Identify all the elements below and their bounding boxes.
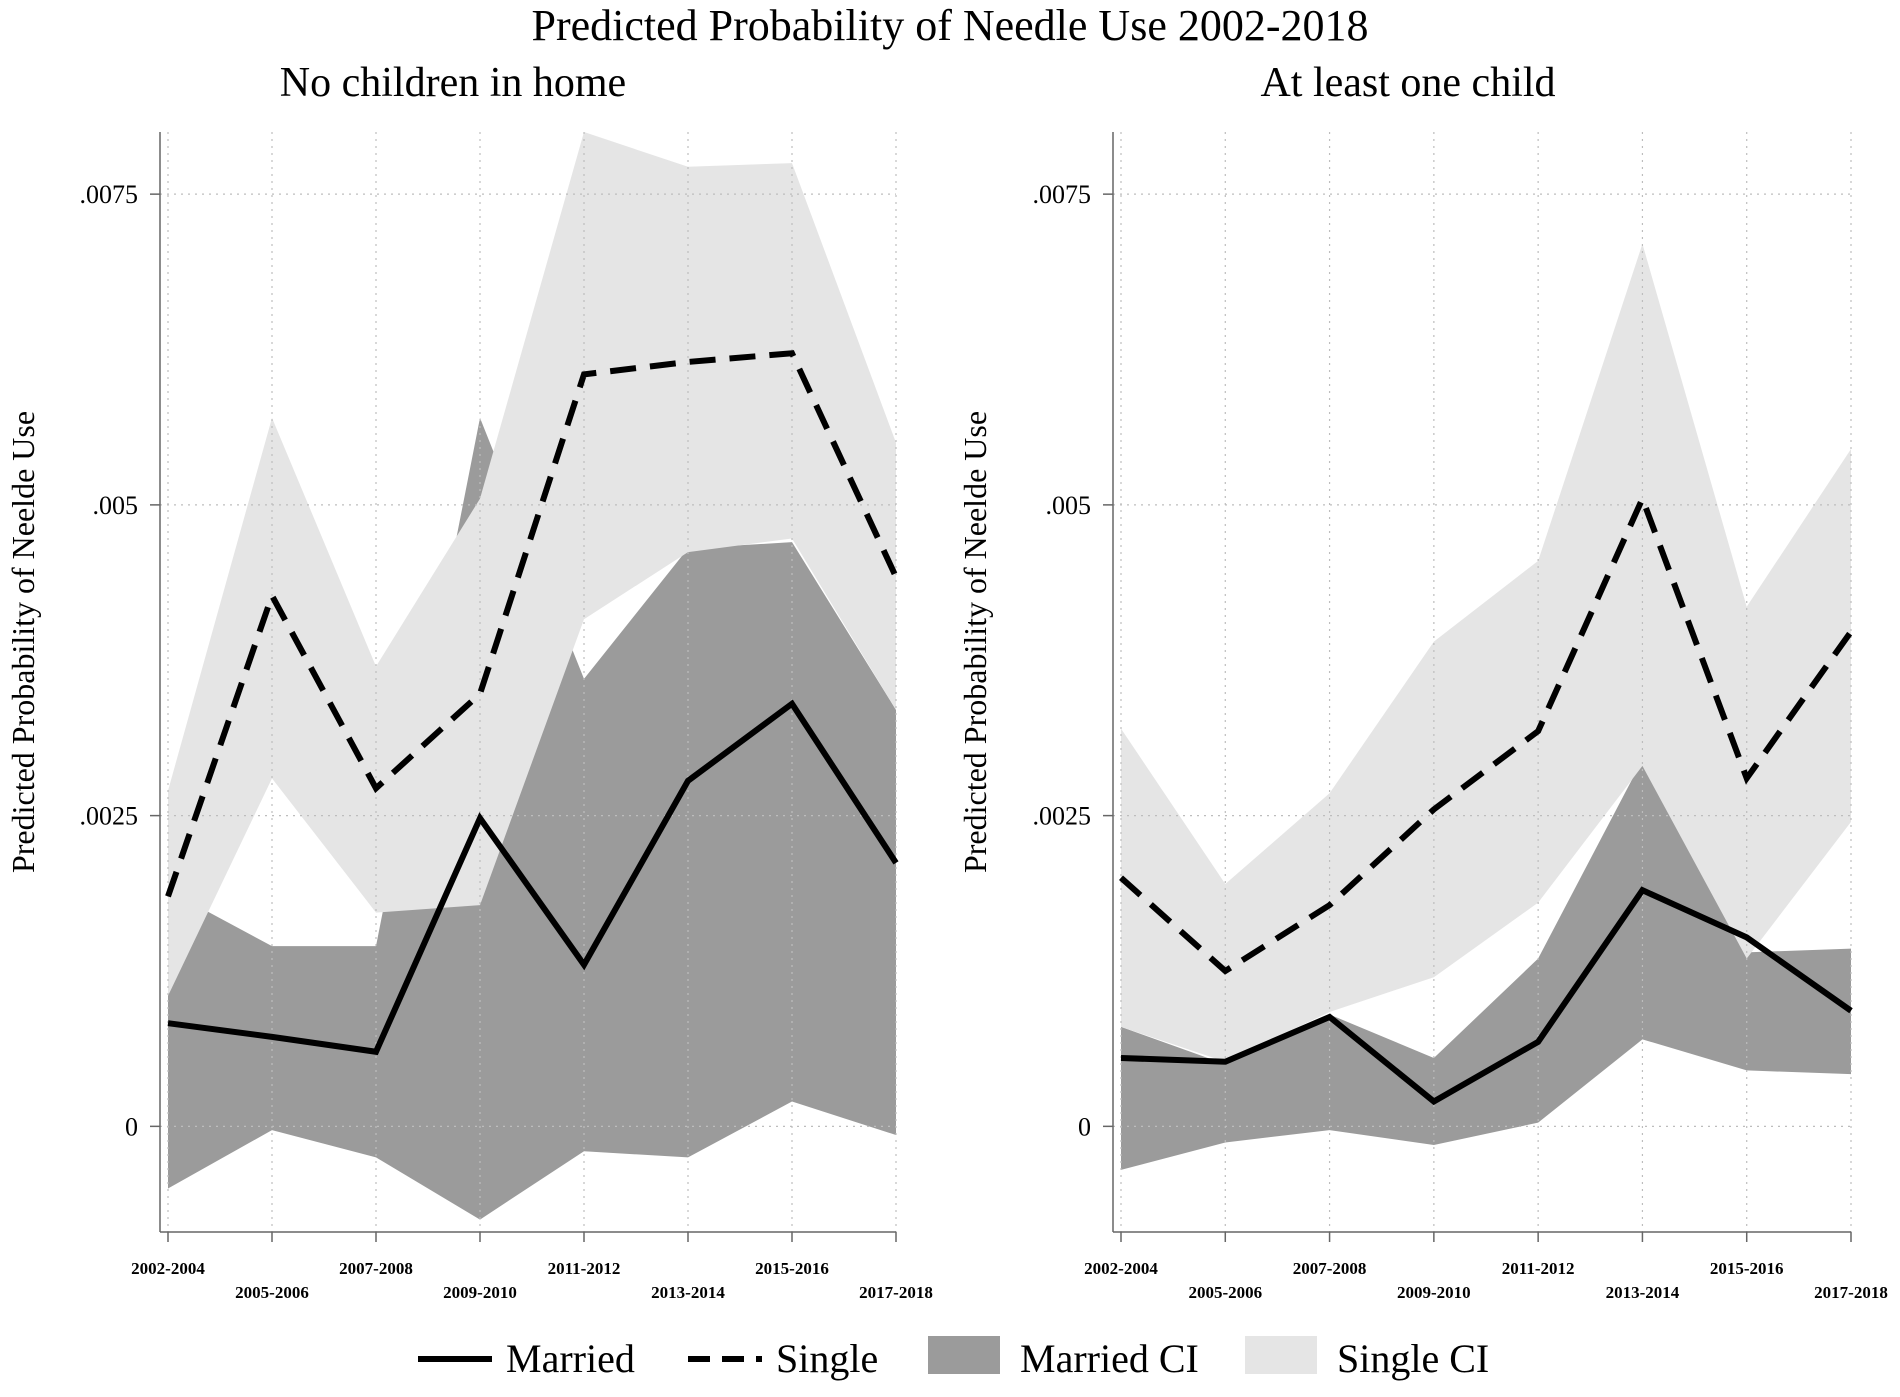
y-tick-label: .0025: [1033, 802, 1092, 831]
y-tick-label: 0: [125, 1112, 138, 1141]
panel-title: No children in home: [280, 60, 626, 106]
x-tick-label: 2017-2018: [1814, 1283, 1888, 1302]
single-ci-band: [168, 132, 896, 996]
single-ci-band: [1121, 243, 1851, 1062]
panel-no-children: No children in home 0 .0025 .005 .0075 2002-2…: [5, 60, 933, 1302]
x-tick-label: 2013-2014: [1606, 1283, 1680, 1302]
married-series-line: [1120, 886, 1853, 1106]
y-tick-label: 0: [1078, 1112, 1091, 1141]
y-tick-label: .005: [1046, 491, 1092, 520]
legend-label: Single CI: [1337, 1336, 1489, 1381]
legend-label: Single: [776, 1336, 878, 1381]
x-tick-label: 2015-2016: [755, 1259, 829, 1278]
single-series-line: [1119, 490, 1854, 975]
chart-title: Predicted Probability of Needle Use 2002…: [531, 1, 1368, 50]
legend-single-ci-swatch: [1245, 1336, 1317, 1374]
x-tick-label: 2011-2012: [548, 1259, 621, 1278]
x-tick-label: 2009-2010: [1397, 1283, 1471, 1302]
married-ci-band: [1121, 759, 1851, 1170]
y-axis-title: Predicted Probability of Neelde Use: [5, 411, 41, 873]
x-tick-label: 2007-2008: [339, 1259, 413, 1278]
legend-label: Married: [506, 1336, 635, 1381]
panel-title: At least one child: [1260, 60, 1555, 106]
x-tick-label: 2005-2006: [235, 1283, 309, 1302]
x-tick-label: 2009-2010: [443, 1283, 517, 1302]
legend: Married Single Married CI Single CI: [418, 1336, 1489, 1381]
panel-at-least-one-child: At least one child 0 .0025 .005 .0075 2002-20…: [957, 60, 1888, 1302]
x-tick-label: 2011-2012: [1502, 1259, 1575, 1278]
legend-married-ci-swatch: [928, 1336, 1000, 1374]
legend-label: Married CI: [1020, 1336, 1199, 1381]
y-axis-title: Predicted Probability of Neelde Use: [957, 411, 993, 873]
single-series-line: [165, 350, 899, 898]
x-tick-label: 2005-2006: [1188, 1283, 1262, 1302]
x-tick-label: 2017-2018: [859, 1283, 933, 1302]
x-tick-label: 2002-2004: [131, 1259, 205, 1278]
married-ci-band: [168, 417, 896, 1220]
x-tick-label: 2013-2014: [651, 1283, 725, 1302]
y-tick-label: .0075: [1033, 180, 1092, 209]
x-tick-label: 2015-2016: [1710, 1259, 1784, 1278]
x-tick-label: 2007-2008: [1293, 1259, 1367, 1278]
x-tick-label: 2002-2004: [1084, 1259, 1158, 1278]
y-tick-label: .0075: [80, 180, 139, 209]
married-series-line: [167, 699, 899, 1056]
y-tick-label: .005: [93, 491, 139, 520]
y-tick-label: .0025: [80, 802, 139, 831]
